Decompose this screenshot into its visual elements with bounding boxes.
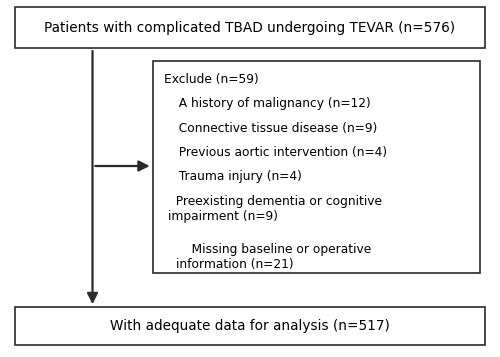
Text: Trauma injury (n=4): Trauma injury (n=4) <box>171 170 302 183</box>
Text: With adequate data for analysis (n=517): With adequate data for analysis (n=517) <box>110 319 390 333</box>
FancyBboxPatch shape <box>15 7 485 48</box>
Text: Connective tissue disease (n=9): Connective tissue disease (n=9) <box>171 122 378 135</box>
Text: A history of malignancy (n=12): A history of malignancy (n=12) <box>171 97 371 110</box>
Text: Patients with complicated TBAD undergoing TEVAR (n=576): Patients with complicated TBAD undergoin… <box>44 21 456 35</box>
FancyBboxPatch shape <box>152 61 480 273</box>
FancyBboxPatch shape <box>15 307 485 345</box>
Text: Missing baseline or operative
information (n=21): Missing baseline or operative informatio… <box>176 243 371 271</box>
Text: Preexisting dementia or cognitive
impairment (n=9): Preexisting dementia or cognitive impair… <box>168 195 382 222</box>
Text: Previous aortic intervention (n=4): Previous aortic intervention (n=4) <box>171 146 387 159</box>
Text: Exclude (n=59): Exclude (n=59) <box>164 73 258 86</box>
